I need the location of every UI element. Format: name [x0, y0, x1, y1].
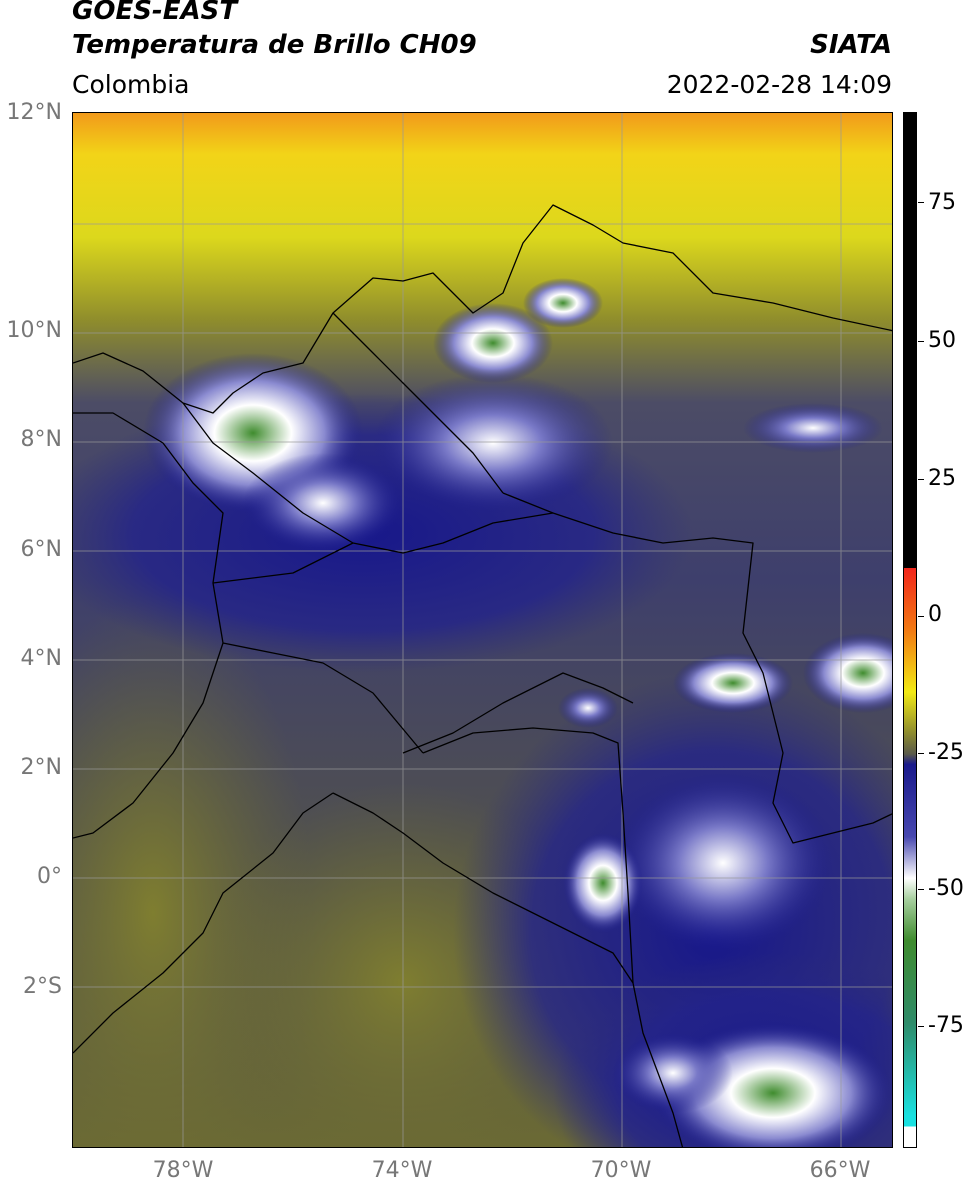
datetime-label: 2022-02-28 14:09: [666, 70, 892, 99]
satellite-title: GOES-EAST: [72, 0, 238, 26]
source-label: SIATA: [810, 30, 892, 60]
lat-label-12n: 12°N: [6, 100, 62, 125]
lon-label-74w: 74°W: [371, 1158, 433, 1183]
colorbar-label-minus-25: -25: [928, 740, 964, 765]
product-title: Temperatura de Brillo CH09: [72, 30, 477, 60]
lat-label-4n: 4°N: [20, 646, 62, 671]
lat-label-6n: 6°N: [20, 537, 62, 562]
colorbar-label-minus-50: -50: [928, 876, 964, 901]
map-canvas: [73, 113, 892, 1147]
region-label: Colombia: [72, 70, 190, 99]
colorbar-tick: [918, 479, 924, 480]
lat-label-2n: 2°N: [20, 755, 62, 780]
colorbar-label-0: 0: [928, 602, 942, 627]
lon-label-66w: 66°W: [809, 1158, 871, 1183]
colorbar-label-minus-75: -75: [928, 1013, 964, 1038]
colorbar-label-25: 25: [928, 466, 956, 491]
colorbar-tick: [918, 341, 924, 342]
colorbar-tick: [918, 202, 924, 203]
lat-label-2s: 2°S: [23, 974, 62, 999]
colorbar-label-50: 50: [928, 328, 956, 353]
lat-label-0: 0°: [37, 864, 62, 889]
colorbar-tick: [918, 889, 924, 890]
colorbar: [903, 112, 917, 1148]
satellite-map[interactable]: [72, 112, 893, 1148]
colorbar-tick: [918, 616, 924, 617]
lon-label-70w: 70°W: [590, 1158, 652, 1183]
colorbar-label-75: 75: [928, 190, 956, 215]
lat-label-10n: 10°N: [6, 318, 62, 343]
lon-label-78w: 78°W: [152, 1158, 214, 1183]
colorbar-tick: [918, 1026, 924, 1027]
lat-label-8n: 8°N: [20, 427, 62, 452]
colorbar-tick: [918, 753, 924, 754]
